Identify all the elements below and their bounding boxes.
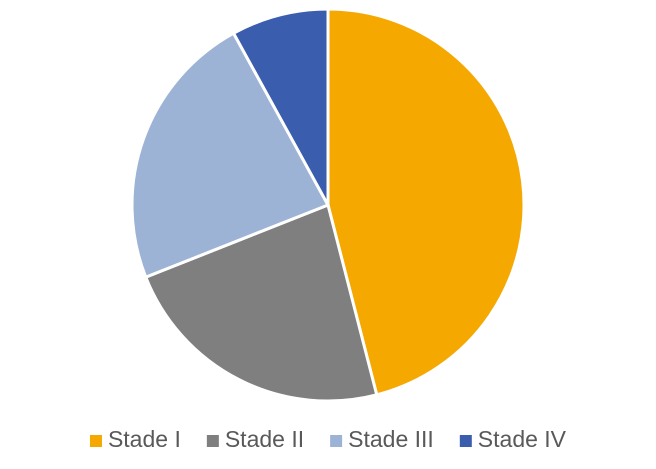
legend-label: Stade II [225,426,304,452]
pie-slice [231,7,330,206]
legend-label: Stade III [348,426,434,452]
pie-slice [130,31,331,280]
pie-slice [326,7,526,397]
legend-swatch [89,435,102,447]
legend-label: Stade IV [478,426,567,452]
legend-swatch [330,435,343,447]
legend-label: Stade I [108,426,181,452]
legend-swatch [459,435,472,447]
pie-slice [143,202,379,403]
legend-swatch [206,435,219,447]
